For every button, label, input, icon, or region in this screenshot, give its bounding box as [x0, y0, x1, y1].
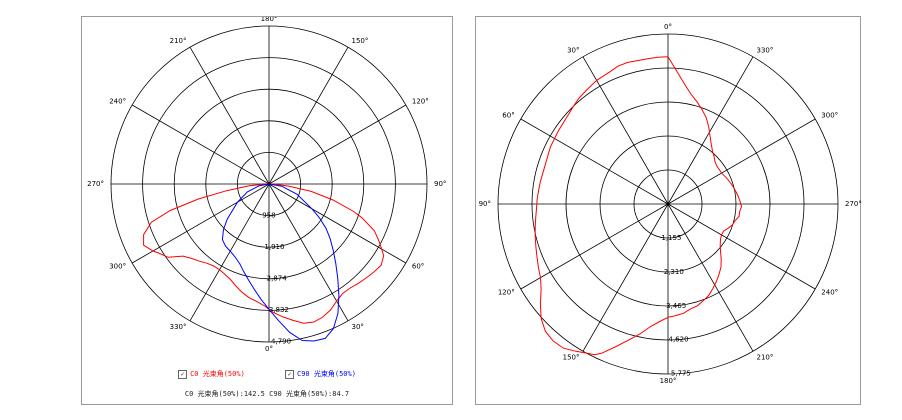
ring-label: 1,155 — [661, 234, 681, 242]
ring-label: 2,874 — [267, 275, 288, 283]
grid-spoke-60 — [520, 118, 669, 205]
angle-label: 90° — [479, 200, 491, 208]
ring-label: 3,465 — [666, 302, 686, 310]
angle-label: 0° — [265, 345, 273, 353]
angle-label: 180° — [660, 377, 677, 385]
grid-spoke-30 — [189, 46, 270, 185]
beam-angle-summary: C0 光束角(50%):142.5 C90 光束角(50%):84.7 — [184, 390, 350, 398]
grid-spoke-60 — [131, 104, 270, 185]
ring-label: 1,916 — [264, 243, 285, 251]
single-polar-panel: 0° 330° 300° 270° 240° 210° 180° 150° 120° 90° 60°… — [475, 16, 862, 405]
ring-label: 4,620 — [668, 336, 688, 344]
angle-label: 270° — [87, 180, 104, 188]
angle-label: 180° — [261, 17, 278, 23]
angle-label: 300° — [821, 112, 838, 120]
ring-label: 958 — [262, 212, 275, 220]
series-line-c90 — [221, 183, 340, 342]
grid-spoke-150 — [582, 203, 669, 352]
angle-label: 210° — [757, 353, 774, 361]
angle-label: 240° — [821, 289, 838, 297]
grid-spoke-150 — [189, 183, 270, 322]
angle-label: 90° — [434, 180, 446, 188]
polar-chart-single: 0° 330° 300° 270° 240° 210° 180° 150° 120° 90° 60°… — [479, 23, 862, 385]
angle-label: 150° — [563, 353, 580, 361]
angle-label: 300° — [109, 263, 126, 271]
grid-spoke-120 — [131, 183, 270, 264]
grid-spoke-330 — [667, 56, 754, 205]
series-line-c0 — [534, 56, 743, 356]
grid-spoke-300 — [268, 104, 407, 185]
angle-label: 240° — [109, 98, 126, 106]
legend-item-c0[interactable]: ✓ C0 光束角(50%) — [178, 369, 245, 379]
c0-checkbox[interactable]: ✓ — [178, 369, 188, 379]
grid-spoke-120 — [520, 203, 669, 290]
angle-label: 0° — [664, 23, 672, 31]
angle-label: 30° — [567, 47, 579, 55]
c0-c90-polar-panel: 180° 150° 120° 90° 60° 30° 0° 330° 300° 270° 240° 2… — [81, 16, 453, 405]
angle-label: 150° — [352, 37, 369, 45]
grid-spoke-240 — [667, 203, 816, 290]
angle-label: 210° — [170, 37, 187, 45]
grid-spoke-210 — [667, 203, 754, 352]
angle-label: 60° — [412, 263, 424, 271]
legend-item-c90[interactable]: ✓ C90 光束角(50%) — [285, 369, 356, 379]
ring-label: 3,832 — [269, 306, 289, 314]
ring-label: 5,775 — [671, 370, 691, 378]
polar-chart-c0-c90: 180° 150° 120° 90° 60° 30° 0° 330° 300° 270° 240° 2… — [87, 17, 446, 353]
legend: ✓ C0 光束角(50%) ✓ C90 光束角(50%) — [82, 369, 452, 379]
legend-label-c90: C90 光束角(50%) — [297, 370, 356, 378]
angle-label: 120° — [412, 98, 429, 106]
grid-spoke-30 — [582, 56, 669, 205]
angle-label: 330° — [170, 323, 187, 331]
angle-label: 270° — [845, 200, 862, 208]
c90-checkbox[interactable]: ✓ — [285, 369, 294, 379]
angle-label: 30° — [352, 323, 364, 331]
ring-label: 2,310 — [664, 268, 684, 276]
angle-label: 120° — [498, 289, 515, 297]
angle-label: 330° — [757, 47, 774, 55]
grid-spoke-330 — [268, 46, 349, 185]
legend-label-c0: C0 光束角(50%) — [190, 370, 245, 378]
grid-spoke-240 — [268, 183, 407, 264]
ring-label: 4,790 — [271, 338, 291, 346]
grid-spoke-210 — [268, 183, 349, 322]
angle-label: 60° — [502, 112, 514, 120]
grid-spoke-300 — [667, 118, 816, 205]
